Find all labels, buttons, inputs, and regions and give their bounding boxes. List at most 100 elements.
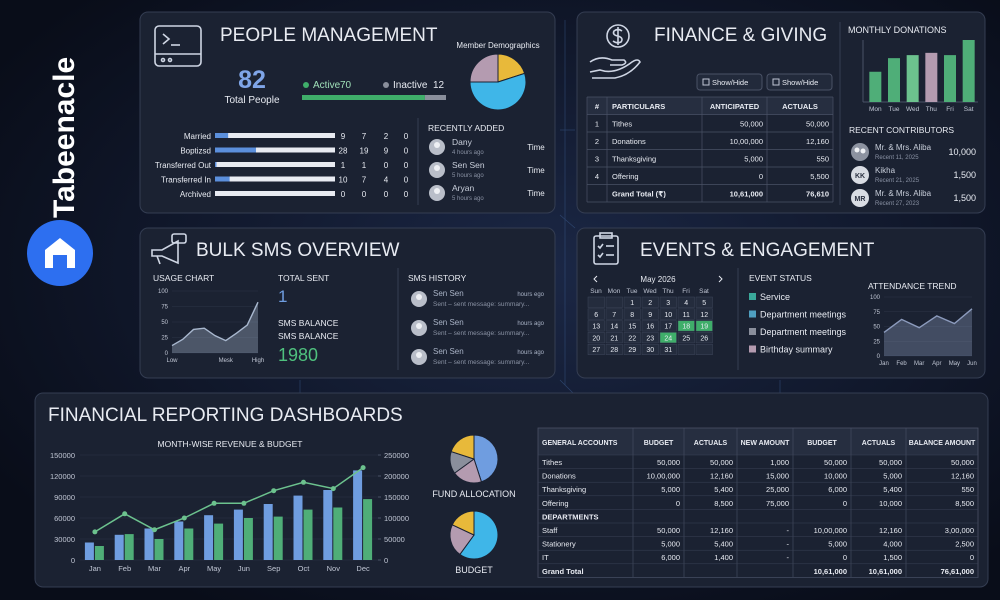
status-count: 0 xyxy=(384,161,389,170)
calendar-day[interactable]: 6 xyxy=(594,312,598,319)
table-cell: 5,000 xyxy=(828,540,847,549)
x-tick-label: Mesk xyxy=(219,358,234,364)
calendar-day[interactable]: 14 xyxy=(610,324,618,331)
calendar-day[interactable]: 24 xyxy=(664,335,672,342)
calendar-day[interactable]: 23 xyxy=(646,335,654,342)
avatar-head xyxy=(434,142,440,148)
x-tick-label: Jun xyxy=(238,564,250,573)
calendar-prev[interactable] xyxy=(593,275,598,283)
calendar-cell[interactable] xyxy=(659,343,677,355)
calendar-day[interactable]: 8 xyxy=(630,312,634,319)
table-cell: 3,00,000 xyxy=(945,526,974,535)
calendar-day[interactable]: 25 xyxy=(682,335,690,342)
calendar-day[interactable]: 2 xyxy=(648,300,652,307)
total-label: Total People xyxy=(224,95,279,106)
calendar-day[interactable]: 9 xyxy=(648,312,652,319)
calendar-day[interactable]: 11 xyxy=(683,312,690,319)
calendar-cell[interactable] xyxy=(623,320,641,332)
calendar-cell[interactable] xyxy=(605,343,623,355)
calendar-day[interactable]: 4 xyxy=(684,300,688,307)
calendar-day[interactable]: 27 xyxy=(592,347,600,354)
y-tick-label: 120000 xyxy=(50,472,75,481)
calendar-day[interactable]: 1 xyxy=(630,300,634,307)
table-cell: 0 xyxy=(970,553,974,562)
calendar-day[interactable]: 12 xyxy=(700,312,708,319)
calendar-cell[interactable] xyxy=(587,332,605,344)
y-tick-label: 60000 xyxy=(54,514,75,523)
calendar-day[interactable]: 29 xyxy=(628,347,636,354)
calendar-cell[interactable] xyxy=(641,320,659,332)
calendar-cell[interactable] xyxy=(641,343,659,355)
section-title: FINANCIAL REPORTING DASHBOARDS xyxy=(48,405,403,426)
calendar-day[interactable]: 26 xyxy=(700,335,708,342)
calendar-cell[interactable] xyxy=(695,308,713,320)
calendar-cell[interactable] xyxy=(605,308,623,320)
table-cell: 8,500 xyxy=(714,499,733,508)
calendar-day[interactable]: 21 xyxy=(610,335,618,342)
calendar-day[interactable]: 10 xyxy=(664,312,672,319)
calendar-cell[interactable] xyxy=(677,332,695,344)
calendar-cell[interactable] xyxy=(623,296,641,308)
calendar-cell[interactable] xyxy=(605,320,623,332)
y-tick-label: 75 xyxy=(873,310,880,316)
y2-tick-label: 250000 xyxy=(384,451,409,460)
button-label[interactable]: Show/Hide xyxy=(712,78,748,87)
calendar-day[interactable]: 15 xyxy=(628,324,636,331)
calendar-cell[interactable] xyxy=(641,296,659,308)
calendar-cell[interactable] xyxy=(605,332,623,344)
calendar-cell[interactable] xyxy=(659,320,677,332)
calendar-day[interactable]: 28 xyxy=(610,347,618,354)
calendar-day[interactable]: 17 xyxy=(664,324,672,331)
calendar-next[interactable] xyxy=(718,275,723,283)
contributor-name: Kikha xyxy=(875,166,896,175)
calendar-cell[interactable] xyxy=(641,308,659,320)
table-cell: 10,00,000 xyxy=(647,472,680,481)
calendar-cell[interactable] xyxy=(677,320,695,332)
calendar-day[interactable]: 7 xyxy=(612,312,616,319)
calendar-day[interactable]: 18 xyxy=(682,324,690,331)
calendar-day[interactable]: 19 xyxy=(700,324,708,331)
calendar-cell[interactable] xyxy=(587,308,605,320)
button-label[interactable]: Show/Hide xyxy=(782,78,818,87)
calendar-day[interactable]: 20 xyxy=(592,335,600,342)
calendar-cell[interactable] xyxy=(659,296,677,308)
table-header: # xyxy=(595,102,600,111)
status-track xyxy=(215,191,335,196)
calendar-cell[interactable] xyxy=(623,343,641,355)
calendar-cell[interactable] xyxy=(659,308,677,320)
table-cell: Offering xyxy=(542,499,569,508)
show-hide-button[interactable] xyxy=(766,73,833,91)
calendar-cell[interactable] xyxy=(677,308,695,320)
calendar-day[interactable]: 3 xyxy=(666,300,670,307)
legend-dot xyxy=(303,82,309,88)
calendar-cell[interactable] xyxy=(623,332,641,344)
calendar-cell[interactable] xyxy=(587,343,605,355)
table-cell: 10,000 xyxy=(824,472,847,481)
calendar-cell[interactable] xyxy=(695,296,713,308)
calendar-cell[interactable] xyxy=(659,332,677,344)
calendar-cell[interactable] xyxy=(587,320,605,332)
calendar-cell[interactable] xyxy=(641,332,659,344)
button-icon[interactable] xyxy=(772,78,780,86)
calendar-day[interactable]: 22 xyxy=(628,335,636,342)
weekday: Tue xyxy=(627,288,638,295)
calendar-day[interactable]: 16 xyxy=(646,324,654,331)
calendar-cell[interactable] xyxy=(677,296,695,308)
calendar-cell[interactable] xyxy=(695,320,713,332)
calendar-day[interactable]: 31 xyxy=(664,347,672,354)
calendar-day[interactable]: 30 xyxy=(646,347,654,354)
avatar-initials: MR xyxy=(855,196,866,203)
calendar-cell[interactable] xyxy=(695,332,713,344)
table-cell: 5,400 xyxy=(883,485,902,494)
bar xyxy=(293,495,303,560)
table-total: 10,61,000 xyxy=(814,567,847,576)
show-hide-button[interactable] xyxy=(696,73,763,91)
calendar-day[interactable]: 13 xyxy=(592,324,600,331)
calendar-day[interactable]: 5 xyxy=(702,300,706,307)
button-icon[interactable] xyxy=(702,78,710,86)
contributor-amount: 1,500 xyxy=(953,193,976,203)
stat-value: 1 xyxy=(278,287,287,306)
calendar-cell[interactable] xyxy=(623,308,641,320)
chart-title: Member Demographics xyxy=(456,41,539,50)
table-cell: 50,000 xyxy=(824,458,847,467)
